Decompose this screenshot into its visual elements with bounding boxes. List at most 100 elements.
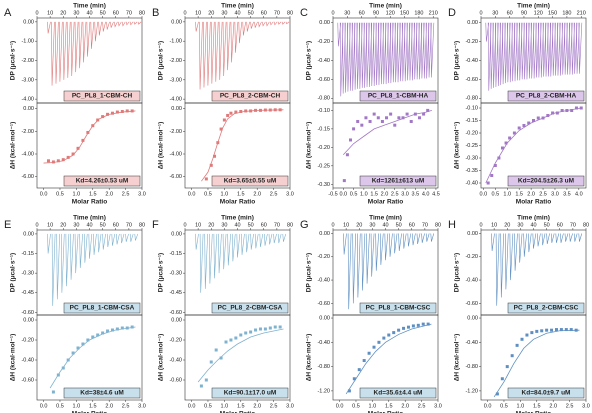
- x-tick-label: 0.5: [204, 403, 212, 409]
- injection-peak: [500, 233, 504, 298]
- data-point: [229, 338, 233, 342]
- injection-peak: [523, 233, 527, 257]
- y-tick-label: -0.20: [465, 39, 478, 45]
- x-tick-label: 1.5: [533, 403, 541, 409]
- panel-letter: D: [448, 7, 456, 19]
- injection-peak: [342, 22, 346, 94]
- x-tick-label: 210: [577, 10, 586, 16]
- x-tick-label: 0: [183, 222, 186, 228]
- data-point: [130, 109, 134, 113]
- injection-peak: [382, 22, 387, 85]
- data-point: [564, 328, 568, 332]
- injection-peak: [366, 233, 370, 284]
- injection-peak: [106, 21, 110, 30]
- label-text: PC_PL8_1-CBM-CSA: [70, 305, 135, 312]
- injection-peak: [238, 21, 243, 44]
- x-tick-label: 2.0: [549, 403, 557, 409]
- label-box: [359, 175, 437, 187]
- data-point: [393, 123, 397, 127]
- data-point: [244, 331, 248, 335]
- label-text: PC_PL8_2-CBM-HA: [516, 93, 577, 100]
- y-tick-label: -3.00: [21, 77, 34, 83]
- injection-peak: [511, 22, 516, 82]
- x-tick-label: 30: [517, 222, 523, 228]
- x-tick-label: 2.5: [566, 403, 574, 409]
- injection-peak: [518, 22, 523, 81]
- injection-peak: [204, 233, 208, 289]
- data-point: [426, 108, 430, 112]
- data-point: [249, 330, 253, 334]
- y-tick-label: -0.15: [21, 251, 34, 257]
- x-axis-label: Time (min): [517, 3, 550, 10]
- data-point: [500, 146, 504, 150]
- label-box: [211, 90, 289, 102]
- x-tick-label: 2.5: [391, 191, 399, 197]
- injection-peak: [102, 233, 106, 250]
- panel-letter: F: [152, 219, 159, 231]
- injection-peak: [549, 22, 554, 77]
- x-tick-label: 210: [429, 10, 438, 16]
- label-box: [63, 175, 141, 187]
- y-tick-label: 0.00: [23, 19, 34, 25]
- injection-peak: [236, 233, 241, 258]
- x-tick-label: 80: [287, 10, 293, 16]
- data-point: [421, 322, 425, 326]
- x-tick-label: 40: [86, 10, 92, 16]
- injection-peak: [361, 233, 366, 291]
- injection-peak: [509, 233, 514, 281]
- injection-peak: [550, 233, 555, 243]
- injection-peak: [521, 22, 525, 80]
- data-point: [345, 153, 349, 157]
- data-point: [91, 335, 95, 339]
- injection-peak: [564, 233, 569, 242]
- y-tick-label: -0.80: [465, 96, 478, 102]
- data-point: [263, 108, 267, 112]
- injection-peak: [60, 233, 65, 293]
- injection-peak: [532, 233, 537, 249]
- injection-peak: [114, 21, 118, 28]
- injection-peak: [490, 22, 494, 89]
- injection-peak: [491, 233, 495, 251]
- injection-peak: [195, 233, 199, 250]
- y-tick-label: -1.00: [169, 39, 182, 45]
- data-point: [234, 336, 238, 340]
- y-tick-label: -0.60: [317, 77, 330, 83]
- data-point: [525, 333, 529, 337]
- plot-frame: [332, 314, 439, 401]
- x-tick-label: 4.0: [575, 191, 583, 197]
- data-point: [106, 329, 110, 333]
- data-point: [56, 373, 60, 377]
- injection-peak: [78, 21, 83, 69]
- plot-frame: [36, 102, 143, 189]
- data-point: [254, 108, 258, 112]
- y-axis-label: ΔH (kcal·mol⁻¹): [306, 122, 313, 169]
- y-axis-label: DP (μcal·s⁻¹): [10, 41, 17, 80]
- injection-peak: [576, 22, 580, 74]
- x-tick-label: 150: [548, 10, 557, 16]
- injection-peak: [59, 21, 63, 82]
- injection-peak: [234, 21, 239, 53]
- data-point: [387, 333, 391, 337]
- label-text: PC_PL8_1-CBM-CSC: [366, 305, 431, 312]
- injection-peak: [378, 22, 382, 86]
- data-point: [560, 109, 564, 112]
- x-tick-label: 60: [261, 10, 267, 16]
- injection-peak: [406, 22, 411, 81]
- y-tick-label: -1.00: [21, 39, 34, 45]
- injection-peak: [264, 233, 268, 246]
- y-tick-label: -0.40: [465, 58, 478, 64]
- y-tick-label: -0.60: [465, 301, 478, 307]
- fit-curve: [43, 110, 136, 164]
- data-point: [559, 328, 563, 332]
- label-box: [63, 302, 141, 314]
- data-point: [512, 131, 516, 135]
- data-point: [532, 119, 535, 122]
- x-tick-label: 60: [507, 10, 513, 16]
- injection-peak: [339, 22, 344, 97]
- data-point: [234, 110, 238, 114]
- injection-peak: [246, 21, 250, 32]
- y-axis-label: DP (μcal·s⁻¹): [158, 41, 165, 80]
- y-tick-label: -0.20: [317, 145, 330, 151]
- data-point: [268, 108, 272, 112]
